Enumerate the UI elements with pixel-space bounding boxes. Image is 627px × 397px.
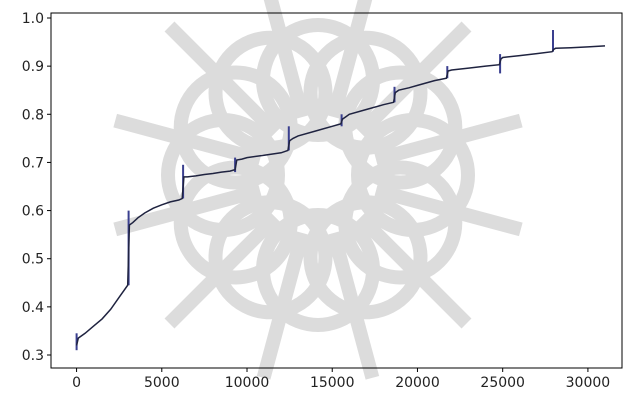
x-tick-label: 25000 bbox=[480, 375, 525, 391]
watermark-ray bbox=[164, 212, 281, 329]
watermark-petal bbox=[303, 30, 428, 155]
x-tick-label: 30000 bbox=[566, 375, 611, 391]
y-tick-label: 0.9 bbox=[22, 59, 44, 75]
watermark-petal bbox=[208, 30, 333, 155]
decorative-rosette-watermark-icon bbox=[113, 0, 523, 380]
x-tick-label: 15000 bbox=[310, 375, 355, 391]
watermark-petal bbox=[338, 65, 463, 190]
plot-area bbox=[75, 30, 606, 351]
watermark-ray bbox=[326, 231, 380, 380]
series-line-0 bbox=[75, 45, 606, 346]
y-tick-label: 1.0 bbox=[22, 11, 44, 27]
watermark-ray bbox=[256, 231, 310, 380]
watermark-petal bbox=[303, 195, 428, 320]
x-tick-label: 0 bbox=[72, 375, 81, 391]
watermark-ray bbox=[263, 0, 310, 119]
y-tick-label: 0.3 bbox=[22, 348, 44, 364]
watermark-ray bbox=[113, 113, 262, 167]
watermark-ray bbox=[113, 183, 262, 237]
watermark-ray bbox=[164, 21, 281, 138]
watermark-ray bbox=[374, 183, 523, 237]
y-tick-label: 0.4 bbox=[22, 300, 44, 316]
watermark-ray bbox=[355, 21, 472, 138]
x-tick-label: 5000 bbox=[144, 375, 180, 391]
y-tick-label: 0.6 bbox=[22, 204, 44, 220]
axes-frame bbox=[50, 12, 623, 369]
y-tick-label: 0.7 bbox=[22, 155, 44, 171]
axes: 0 5000 10000 15000 20000 25000 30000 0.3 0.4 0.5 0… bbox=[22, 11, 623, 391]
x-tick-label: 10000 bbox=[225, 375, 270, 391]
watermark-ray bbox=[374, 113, 523, 167]
y-tick-label: 0.5 bbox=[22, 252, 44, 268]
watermark-ray bbox=[326, 0, 373, 119]
y-tick-label: 0.8 bbox=[22, 107, 44, 123]
watermark-ray bbox=[355, 212, 472, 329]
x-tick-label: 20000 bbox=[395, 375, 440, 391]
